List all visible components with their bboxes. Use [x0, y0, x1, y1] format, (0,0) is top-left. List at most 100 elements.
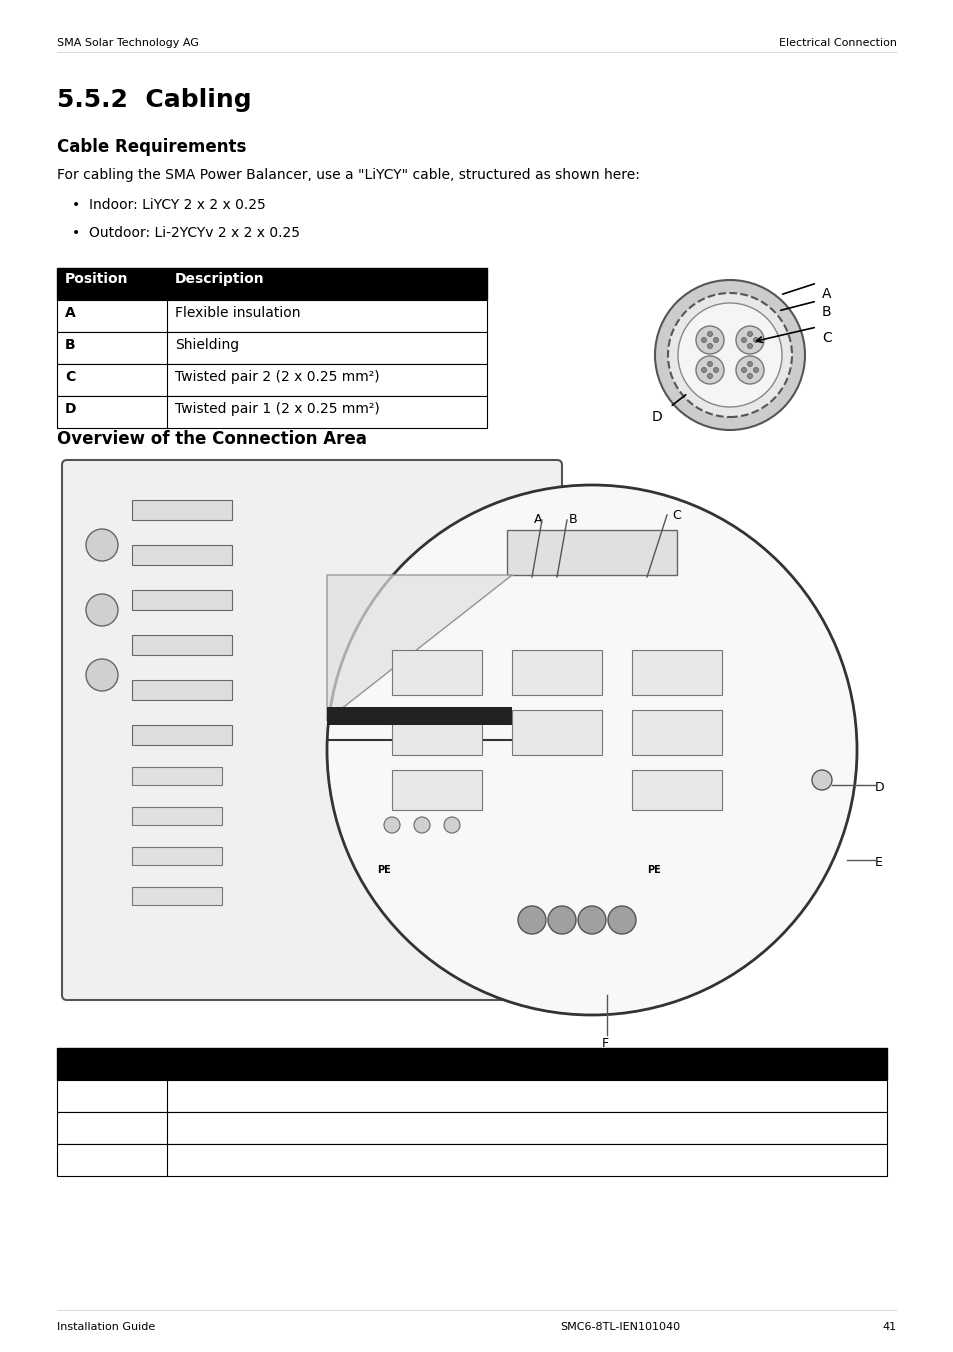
Circle shape [747, 331, 752, 337]
Circle shape [86, 529, 118, 561]
Bar [327, 707, 512, 725]
Text: Shielding: Shielding [174, 338, 239, 352]
Circle shape [707, 361, 712, 366]
Text: •  Outdoor: Li-2YCYv 2 x 2 x 0.25: • Outdoor: Li-2YCYv 2 x 2 x 0.25 [71, 226, 299, 241]
Text: C: C [65, 1151, 75, 1164]
Text: Object: Object [65, 1052, 115, 1065]
Text: Installation Guide: Installation Guide [57, 1322, 155, 1332]
Text: 5.5.2  Cabling: 5.5.2 Cabling [57, 88, 252, 112]
Circle shape [811, 771, 831, 790]
Text: C: C [821, 331, 831, 345]
Bar [57, 396, 486, 429]
Bar [57, 1048, 886, 1080]
Text: C: C [65, 370, 75, 384]
Text: B: B [568, 512, 577, 526]
Bar [512, 710, 601, 754]
Text: SMA Solar Technology AG: SMA Solar Technology AG [57, 38, 198, 49]
Text: 41: 41 [882, 1322, 896, 1332]
Circle shape [384, 817, 399, 833]
Text: C: C [671, 508, 680, 522]
FancyBboxPatch shape [62, 460, 561, 1000]
Circle shape [678, 303, 781, 407]
Bar [132, 635, 232, 654]
Circle shape [443, 817, 459, 833]
Text: Description: Description [174, 272, 264, 287]
Bar [57, 300, 486, 333]
Circle shape [607, 906, 636, 934]
Text: B: B [821, 306, 831, 319]
Text: D: D [874, 781, 883, 794]
Text: A: A [534, 512, 542, 526]
Bar [392, 771, 481, 810]
Bar [57, 333, 486, 364]
Circle shape [696, 326, 723, 354]
Bar [631, 771, 721, 810]
Text: Twisted pair 1 (2 x 0.25 mm²): Twisted pair 1 (2 x 0.25 mm²) [174, 402, 379, 416]
Bar [57, 364, 486, 396]
Circle shape [735, 356, 763, 384]
Bar [132, 500, 232, 521]
Circle shape [578, 906, 605, 934]
Text: D: D [651, 410, 662, 425]
Text: Electrical Connection: Electrical Connection [779, 38, 896, 49]
Bar [132, 680, 232, 700]
Circle shape [713, 368, 718, 373]
Circle shape [700, 368, 706, 373]
Text: PE: PE [646, 865, 660, 875]
Text: Twisted pair 2 (2 x 0.25 mm²): Twisted pair 2 (2 x 0.25 mm²) [174, 370, 379, 384]
Bar [512, 650, 601, 695]
Text: Overview of the Connection Area: Overview of the Connection Area [57, 430, 367, 448]
Circle shape [655, 280, 804, 430]
Circle shape [414, 817, 430, 833]
Circle shape [700, 338, 706, 342]
Bar [57, 1111, 886, 1144]
Text: B: B [65, 338, 75, 352]
Text: For cabling the SMA Power Balancer, use a "LiYCY" cable, structured as shown her: For cabling the SMA Power Balancer, use … [57, 168, 639, 183]
Bar [132, 725, 232, 745]
Circle shape [86, 658, 118, 691]
Circle shape [547, 906, 576, 934]
Text: B: B [65, 1118, 75, 1132]
Circle shape [707, 331, 712, 337]
Circle shape [747, 343, 752, 349]
Bar [132, 807, 222, 825]
Circle shape [707, 373, 712, 379]
Text: Screw terminals for the wire bridge: Screw terminals for the wire bridge [174, 1086, 419, 1101]
Circle shape [707, 343, 712, 349]
Circle shape [753, 368, 758, 373]
Circle shape [696, 356, 723, 384]
Bar [132, 887, 222, 904]
Bar [392, 710, 481, 754]
Text: •  Indoor: LiYCY 2 x 2 x 0.25: • Indoor: LiYCY 2 x 2 x 0.25 [71, 197, 266, 212]
Text: SMC6-8TL-IEN101040: SMC6-8TL-IEN101040 [559, 1322, 679, 1332]
Text: Description: Description [174, 1052, 264, 1065]
Circle shape [753, 338, 758, 342]
Circle shape [735, 326, 763, 354]
Bar [631, 710, 721, 754]
Text: Cable Requirements: Cable Requirements [57, 138, 246, 155]
Text: E: E [874, 856, 882, 869]
Bar [392, 650, 481, 695]
Circle shape [517, 906, 545, 934]
Text: A: A [65, 1086, 75, 1101]
Text: Screw terminals for connecting the wires: Screw terminals for connecting the wires [174, 1118, 458, 1132]
Circle shape [327, 485, 856, 1015]
Bar [132, 545, 232, 565]
Polygon shape [327, 575, 512, 721]
Text: A: A [821, 287, 831, 301]
Text: Flexible insulation: Flexible insulation [174, 306, 300, 320]
Circle shape [740, 338, 745, 342]
Text: F: F [601, 1037, 608, 1051]
Bar [57, 268, 486, 300]
Bar [132, 767, 222, 786]
Text: Jumper slot: Jumper slot [174, 1151, 253, 1164]
Bar [57, 1080, 886, 1111]
Circle shape [747, 373, 752, 379]
Circle shape [740, 368, 745, 373]
Bar [57, 1144, 886, 1176]
Circle shape [713, 338, 718, 342]
Text: PE: PE [376, 865, 391, 875]
Bar [132, 846, 222, 865]
Circle shape [86, 594, 118, 626]
Bar [631, 650, 721, 695]
